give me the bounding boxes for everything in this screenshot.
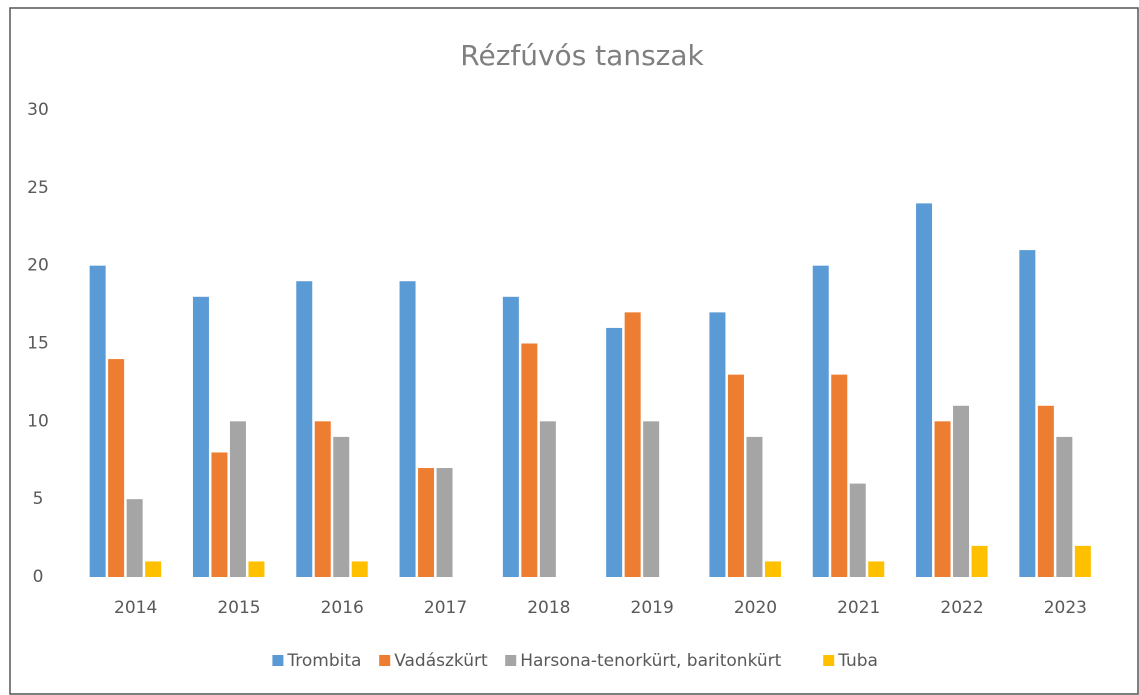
bar [333,436,350,577]
bar [624,312,641,577]
bar [764,561,781,577]
bar [971,545,988,577]
y-tick-label: 10 [27,411,49,431]
bar [1019,250,1036,577]
x-tick-label: 2022 [940,598,983,618]
bar [606,327,623,577]
y-tick-label: 15 [27,334,49,354]
legend-swatch [823,655,835,666]
bar [916,203,933,577]
bar [351,561,368,577]
bar [1074,545,1091,577]
y-tick-label: 0 [33,567,44,587]
legend-label: Harsona-tenorkürt, baritonkürt [520,651,781,671]
bar [727,374,744,577]
x-tick-label: 2020 [734,598,777,618]
x-tick-label: 2023 [1044,598,1087,618]
legend-label: Trombita [286,651,361,671]
bar [229,421,246,577]
y-tick-label: 25 [27,178,49,198]
x-tick-label: 2017 [424,598,467,618]
bar [953,405,970,577]
y-tick-label: 20 [27,256,49,276]
x-tick-label: 2015 [217,598,260,618]
bar [746,436,763,577]
x-tick-label: 2019 [631,598,674,618]
bar [418,468,435,577]
bar [192,296,209,577]
legend-label: Vadászkürt [394,651,488,671]
bar [831,374,848,577]
bar [521,343,538,577]
legend-label: Tuba [837,651,878,671]
x-tick-label: 2018 [527,598,570,618]
x-tick-label: 2014 [114,598,157,618]
bar [1056,436,1073,577]
bar [89,265,106,577]
bar [502,296,519,577]
bar [145,561,162,577]
bar [108,359,125,577]
bar [296,281,313,577]
bar [812,265,829,577]
bar [248,561,265,577]
bar [436,468,453,577]
y-tick-label: 5 [33,489,44,509]
x-tick-label: 2021 [837,598,880,618]
bar [211,452,228,577]
bar [539,421,556,577]
chart-title: Rézfúvós tanszak [460,39,704,72]
bar [868,561,885,577]
bar [934,421,951,577]
bar [126,499,143,577]
legend-swatch [379,655,391,666]
bar [643,421,660,577]
bar [314,421,331,577]
bar [1037,405,1054,577]
x-tick-label: 2016 [321,598,364,618]
bar [849,483,866,577]
legend-swatch [505,655,517,666]
y-tick-label: 30 [27,100,49,120]
chart-frame [9,7,1139,695]
legend-swatch [272,655,284,666]
bar [399,281,416,577]
bar [709,312,726,577]
